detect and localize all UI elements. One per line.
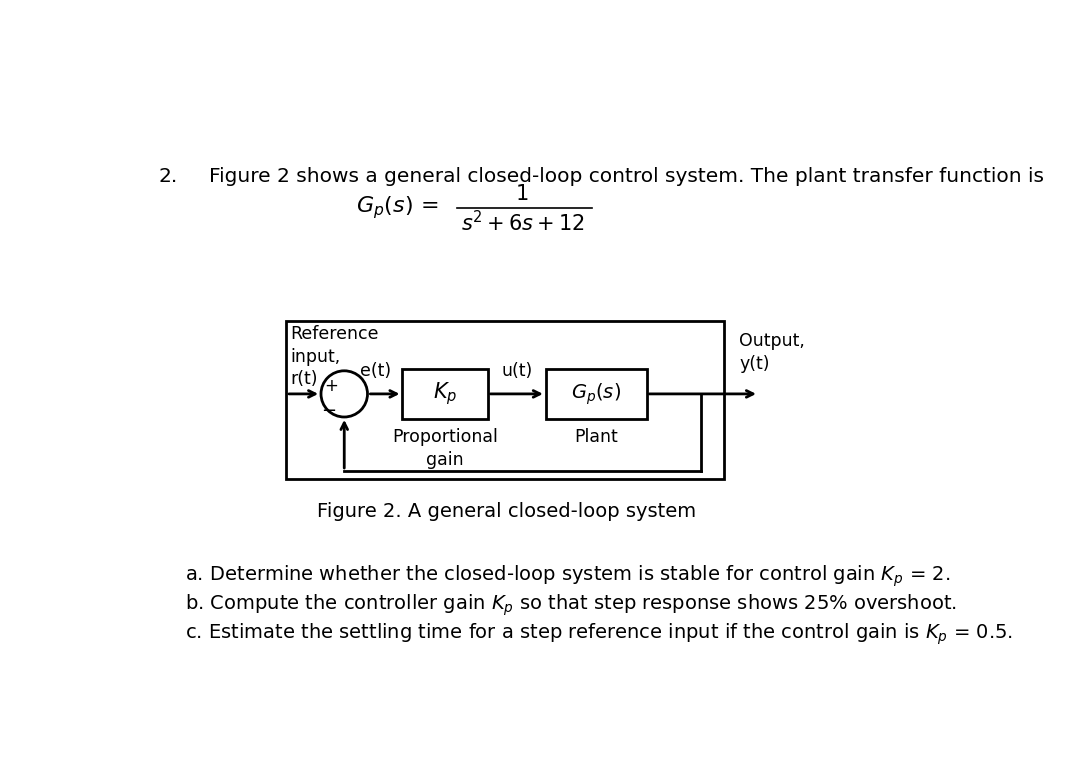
Text: +: + <box>324 378 338 395</box>
Bar <box>286 321 724 479</box>
Text: e(t): e(t) <box>360 362 391 380</box>
Text: $s^2 + 6s + 12$: $s^2 + 6s + 12$ <box>461 211 584 236</box>
Text: Figure 2 shows a general closed-loop control system. The plant transfer function: Figure 2 shows a general closed-loop con… <box>208 167 1043 186</box>
Text: u(t): u(t) <box>501 362 532 380</box>
Text: 2.: 2. <box>159 167 177 186</box>
Text: $G_p(s)\,=$: $G_p(s)\,=$ <box>356 194 438 221</box>
Text: c. Estimate the settling time for a step reference input if the control gain is : c. Estimate the settling time for a step… <box>186 622 1013 647</box>
Text: $G_p(s)$: $G_p(s)$ <box>571 381 621 406</box>
Text: Plant: Plant <box>575 427 618 446</box>
Text: 1: 1 <box>516 184 529 204</box>
Text: Reference
input,
r(t): Reference input, r(t) <box>291 324 378 388</box>
Text: a. Determine whether the closed-loop system is stable for control gain $K_p$ = 2: a. Determine whether the closed-loop sys… <box>186 563 950 589</box>
Bar <box>545 369 647 420</box>
Text: b. Compute the controller gain $K_p$ so that step response shows 25% overshoot.: b. Compute the controller gain $K_p$ so … <box>186 593 957 618</box>
Bar <box>403 369 488 420</box>
Text: −: − <box>321 402 336 420</box>
Text: Output,
y(t): Output, y(t) <box>740 332 806 373</box>
Text: Proportional
gain: Proportional gain <box>392 427 498 469</box>
Text: Figure 2. A general closed-loop system: Figure 2. A general closed-loop system <box>318 502 697 521</box>
Text: $K_p$: $K_p$ <box>433 381 457 407</box>
